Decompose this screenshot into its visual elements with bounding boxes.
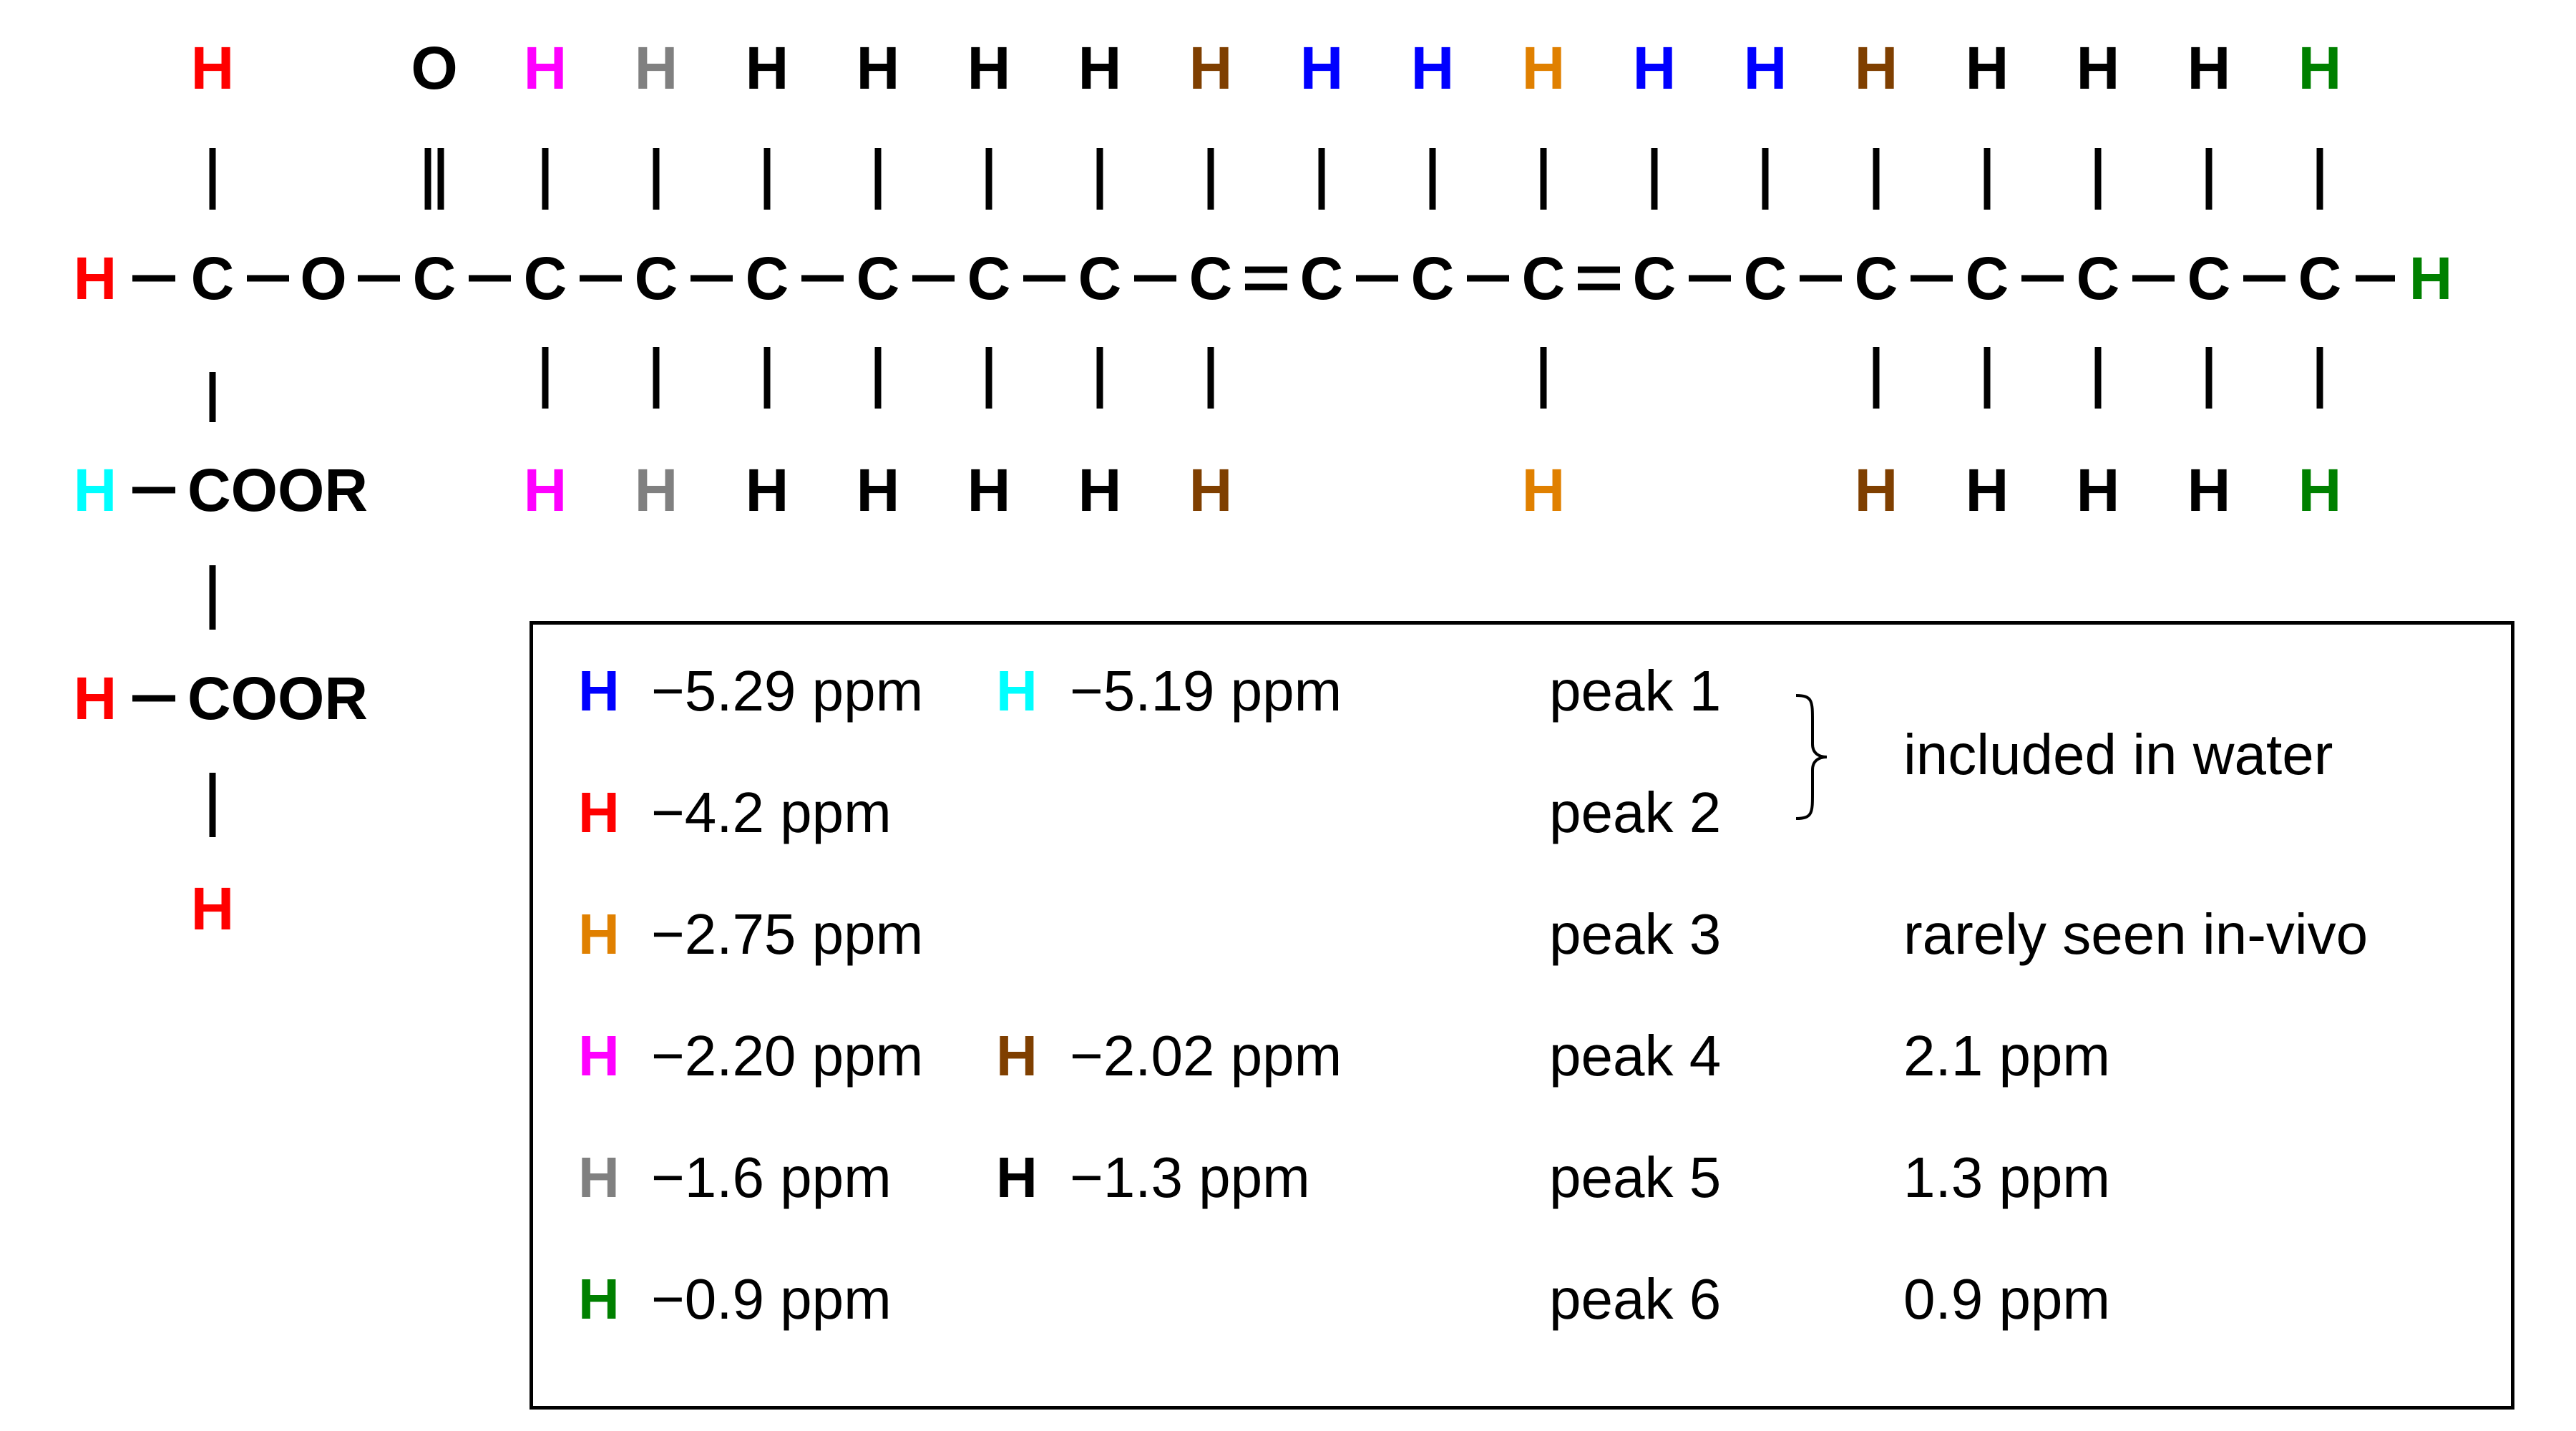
- atom-h-bottom: H: [746, 456, 789, 524]
- atom-h-glycerol-bottom: H: [191, 875, 235, 942]
- atom-h-bottom: H: [1522, 456, 1566, 524]
- atom-carbon: C: [1744, 245, 1787, 312]
- atom-carbon: C: [635, 245, 678, 312]
- atom-h-top: H: [635, 34, 678, 102]
- atom-h-bottom: H: [2298, 456, 2342, 524]
- atom-carbon: C: [2298, 245, 2342, 312]
- atom-h-top: H: [1522, 34, 1566, 102]
- legend-h-marker: H: [578, 1267, 620, 1331]
- atom-h-top: H: [1966, 34, 2009, 102]
- atom-carbon: C: [746, 245, 789, 312]
- atom-h-bottom: H: [967, 456, 1011, 524]
- legend-h-marker: H: [578, 902, 620, 966]
- atom-carbon: C: [2187, 245, 2231, 312]
- legend-peak-label: peak 4: [1549, 1024, 1722, 1088]
- atom-carbon: C: [1078, 245, 1122, 312]
- atom-h-top: H: [2077, 34, 2120, 102]
- legend-peak-note: rarely seen in-vivo: [1903, 902, 2368, 966]
- atom-carbon: C: [1522, 245, 1566, 312]
- atom-h-bottom: H: [1078, 456, 1122, 524]
- atom-h-top: H: [2298, 34, 2342, 102]
- legend-peak-label: peak 2: [1549, 781, 1722, 844]
- legend-box: [530, 621, 2514, 1410]
- atom-carbon: C: [2077, 245, 2120, 312]
- legend-peak-label: peak 5: [1549, 1146, 1722, 1209]
- legend-shift: −0.9 ppm: [651, 1267, 892, 1331]
- atom-h-bottom: H: [2077, 456, 2120, 524]
- legend-shift: −5.29 ppm: [651, 659, 924, 723]
- atom-h-bottom: H: [2187, 456, 2231, 524]
- legend-h-marker: H: [578, 781, 620, 844]
- atom-carbon: C: [1633, 245, 1677, 312]
- legend-brace-note: included in water: [1903, 723, 2333, 786]
- atom-h-left: H: [74, 245, 117, 312]
- atom-carbon: C: [1855, 245, 1898, 312]
- legend-shift: −5.19 ppm: [1070, 659, 1342, 723]
- legend-h-marker: H: [996, 1146, 1038, 1209]
- atom-h-top: H: [1744, 34, 1787, 102]
- atom-carbon: C: [524, 245, 567, 312]
- atom-h-bottom: H: [635, 456, 678, 524]
- atom-h-bottom: H: [524, 456, 567, 524]
- atom-carbon: C: [967, 245, 1011, 312]
- atom-carbon: C: [413, 245, 457, 312]
- atom-carbon: C: [857, 245, 900, 312]
- atom-h-glycerol: H: [74, 665, 117, 732]
- legend-shift: −1.3 ppm: [1070, 1146, 1310, 1209]
- legend-shift: −4.2 ppm: [651, 781, 892, 844]
- atom-carbon: C: [1300, 245, 1344, 312]
- atom-h-top: H: [1078, 34, 1122, 102]
- atom-h-bottom: H: [857, 456, 900, 524]
- group-coor: COOR: [187, 456, 368, 524]
- atom-carbonyl-oxygen: O: [411, 34, 457, 102]
- legend-shift: −2.02 ppm: [1070, 1024, 1342, 1088]
- legend-h-marker: H: [578, 1024, 620, 1088]
- legend-shift: −2.75 ppm: [651, 902, 924, 966]
- legend-peak-label: peak 1: [1549, 659, 1722, 723]
- atom-h-top: H: [1855, 34, 1898, 102]
- atom-h-glycerol: H: [74, 456, 117, 524]
- legend-peak-label: peak 6: [1549, 1267, 1722, 1331]
- atom-carbon: C: [191, 245, 235, 312]
- atom-h-bottom: H: [1189, 456, 1233, 524]
- atom-h-top: H: [1300, 34, 1344, 102]
- legend-shift: −1.6 ppm: [651, 1146, 892, 1209]
- atom-h-top: H: [2187, 34, 2231, 102]
- atom-carbon: C: [1966, 245, 2009, 312]
- atom-h-top: H: [1411, 34, 1455, 102]
- legend-peak-label: peak 3: [1549, 902, 1722, 966]
- atom-h-top: H: [524, 34, 567, 102]
- atom-h-bottom: H: [1855, 456, 1898, 524]
- legend-h-marker: H: [996, 659, 1038, 723]
- atom-carbon: C: [1189, 245, 1233, 312]
- legend-peak-note: 2.1 ppm: [1903, 1024, 2111, 1088]
- group-coor: COOR: [187, 665, 368, 732]
- legend-shift: −2.20 ppm: [651, 1024, 924, 1088]
- atom-carbon: C: [1411, 245, 1455, 312]
- atom-oxygen: O: [300, 245, 346, 312]
- atom-h-right: H: [2409, 245, 2453, 312]
- legend-peak-note: 1.3 ppm: [1903, 1146, 2111, 1209]
- legend-h-marker: H: [578, 659, 620, 723]
- legend-h-marker: H: [578, 1146, 620, 1209]
- atom-h-top: H: [967, 34, 1011, 102]
- atom-h-top: H: [857, 34, 900, 102]
- atom-h-top: H: [746, 34, 789, 102]
- atom-h-top: H: [191, 34, 235, 102]
- atom-h-bottom: H: [1966, 456, 2009, 524]
- atom-h-top: H: [1189, 34, 1233, 102]
- legend-h-marker: H: [996, 1024, 1038, 1088]
- brace-icon: [1795, 694, 1828, 820]
- atom-h-top: H: [1633, 34, 1677, 102]
- legend-peak-note: 0.9 ppm: [1903, 1267, 2111, 1331]
